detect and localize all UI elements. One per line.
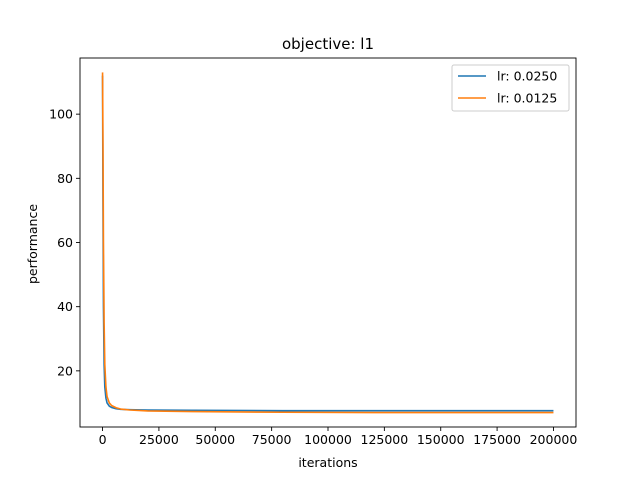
legend: lr: 0.0250 lr: 0.0125 <box>451 64 570 112</box>
chart-title: objective: l1 <box>282 35 374 53</box>
series-line-0 <box>101 75 554 412</box>
x-tick-label: 175000 <box>473 432 521 447</box>
x-tick-label: 0 <box>99 432 107 447</box>
x-tick-label: 75000 <box>252 432 292 447</box>
plot-area: 0 25000 50000 75000 100000 125000 150000 175000… <box>49 57 578 447</box>
x-tick-label: 100000 <box>304 432 352 447</box>
x-tick-label: 125000 <box>361 432 409 447</box>
y-tick-label: 100 <box>49 107 73 122</box>
x-tick-label: 25000 <box>139 432 179 447</box>
series-line-1 <box>101 72 554 414</box>
x-tick-label: 50000 <box>195 432 235 447</box>
x-tick-label: 150000 <box>417 432 465 447</box>
y-tick-label: 20 <box>57 363 73 378</box>
y-tick-label: 40 <box>57 299 73 314</box>
x-tick-label: 200000 <box>530 432 578 447</box>
plot-frame <box>79 57 577 428</box>
legend-label-1: lr: 0.0125 <box>497 91 557 106</box>
legend-label-0: lr: 0.0250 <box>497 69 557 84</box>
y-tick-label: 60 <box>57 235 73 250</box>
x-axis-label: iterations <box>298 455 357 470</box>
y-axis-label: performance <box>25 204 40 284</box>
y-tick-label: 80 <box>57 171 73 186</box>
